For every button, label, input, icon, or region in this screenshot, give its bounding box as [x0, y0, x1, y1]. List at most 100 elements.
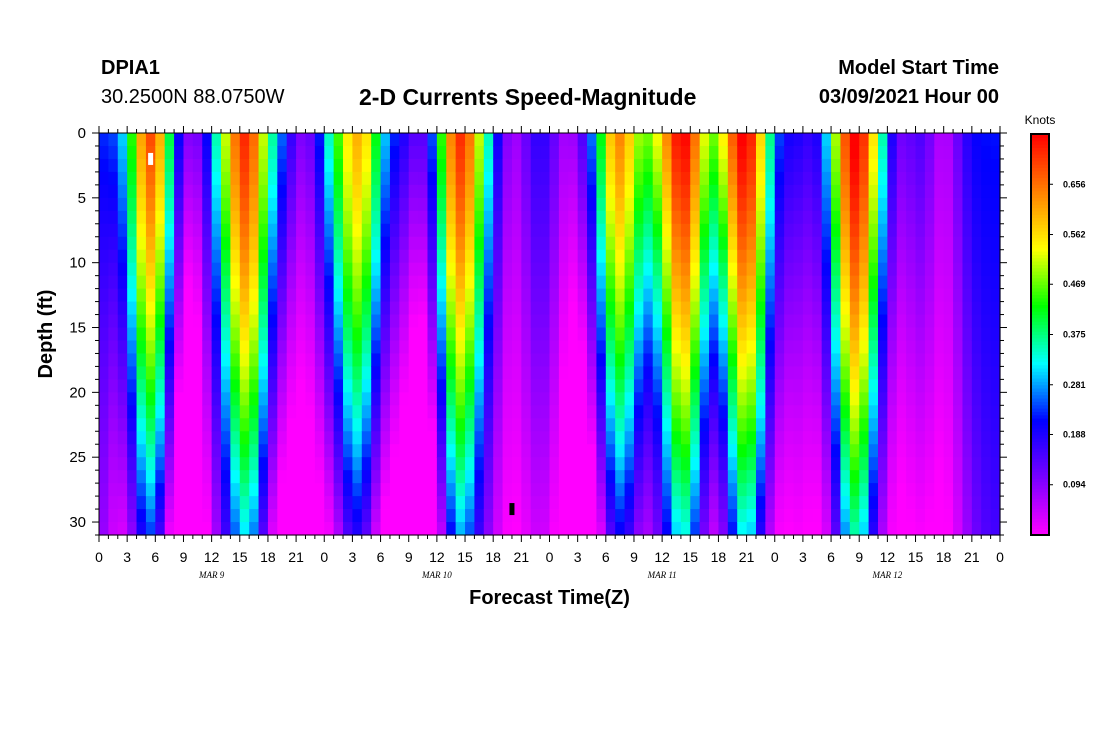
heatmap-cell — [709, 133, 720, 147]
heatmap-cell — [549, 366, 560, 380]
heatmap-cell — [802, 236, 813, 251]
heatmap-cell — [521, 158, 532, 173]
heatmap-cell — [314, 379, 325, 393]
heatmap-cell — [117, 236, 128, 251]
heatmap-cell — [596, 223, 607, 238]
heatmap-cell — [784, 223, 795, 238]
heatmap-cell — [511, 158, 522, 173]
heatmap-cell — [727, 210, 738, 225]
heatmap-cell — [474, 288, 485, 303]
heatmap-cell — [483, 275, 494, 290]
heatmap-cell — [981, 366, 992, 380]
heatmap-cell — [483, 210, 494, 225]
heatmap-cell — [474, 275, 485, 290]
heatmap-cell — [361, 405, 372, 419]
heatmap-cell — [558, 470, 569, 484]
heatmap-cell — [624, 522, 635, 536]
heatmap-cell — [136, 301, 147, 316]
heatmap-cell — [915, 457, 926, 471]
heatmap-cell — [802, 509, 813, 523]
heatmap-cell — [380, 353, 391, 368]
heatmap-cell — [784, 249, 795, 264]
heatmap-cell — [108, 171, 119, 186]
heatmap-cell — [953, 366, 964, 380]
heatmap-cell — [558, 197, 569, 212]
heatmap-cell — [418, 418, 429, 432]
heatmap-cell — [971, 327, 982, 342]
heatmap-cell — [971, 158, 982, 173]
heatmap-cell — [896, 431, 907, 445]
heatmap-cell — [690, 262, 701, 277]
heatmap-cell — [896, 184, 907, 199]
heatmap-cell — [314, 236, 325, 251]
heatmap-cell — [953, 405, 964, 419]
heatmap-cell — [821, 340, 832, 355]
heatmap-cell — [540, 158, 551, 173]
heatmap-cell — [859, 496, 870, 510]
heatmap-cell — [117, 496, 128, 510]
heatmap-cell — [727, 249, 738, 264]
heatmap-cell — [774, 184, 785, 199]
heatmap-cell — [906, 444, 917, 458]
heatmap-cell — [389, 223, 400, 238]
colorbar-segment — [1031, 140, 1049, 145]
colorbar-segment — [1031, 461, 1049, 466]
heatmap-cell — [192, 314, 203, 329]
heatmap-cell — [127, 301, 138, 316]
heatmap-cell — [145, 145, 156, 160]
heatmap-cell — [465, 288, 476, 303]
heatmap-cell — [99, 210, 109, 225]
heatmap-cell — [483, 431, 494, 445]
heatmap-cell — [221, 470, 231, 484]
heatmap-cell — [896, 509, 907, 523]
heatmap-cell — [436, 457, 447, 471]
heatmap-cell — [774, 509, 785, 523]
heatmap-cell — [511, 470, 522, 484]
heatmap-cell — [859, 509, 870, 523]
heatmap-cell — [643, 275, 654, 290]
colorbar-segment — [1031, 334, 1049, 339]
heatmap-cell — [127, 405, 138, 419]
heatmap-cell — [821, 431, 832, 445]
heatmap-cell — [174, 340, 185, 355]
heatmap-cell — [690, 197, 701, 212]
heatmap-cell — [558, 314, 569, 329]
heatmap-cell — [511, 210, 522, 225]
heatmap-cell — [258, 379, 269, 393]
colorbar-title: Knots — [1025, 113, 1056, 127]
heatmap-cell — [633, 145, 644, 160]
heatmap-cell — [549, 405, 560, 419]
heatmap-cell — [521, 223, 532, 238]
heatmap-cell — [755, 301, 766, 316]
heatmap-cell — [211, 496, 222, 510]
heatmap-cell — [455, 405, 466, 419]
heatmap-cell — [502, 457, 513, 471]
heatmap-cell — [680, 314, 691, 329]
heatmap-cell — [258, 236, 269, 251]
heatmap-cell — [887, 249, 898, 264]
heatmap-cell — [239, 262, 250, 277]
heatmap-cell — [361, 314, 372, 329]
heatmap-cell — [174, 327, 185, 342]
heatmap-cell — [155, 444, 166, 458]
heatmap-cell — [352, 275, 363, 290]
heatmap-cell — [277, 522, 288, 536]
heatmap-cell — [962, 405, 973, 419]
heatmap-cell — [408, 223, 419, 238]
heatmap-cell — [408, 184, 419, 199]
heatmap-cell — [915, 301, 926, 316]
heatmap-cell — [389, 275, 400, 290]
heatmap-cell — [483, 340, 494, 355]
heatmap-cell — [596, 236, 607, 251]
heatmap-cell — [530, 236, 541, 251]
heatmap-cell — [568, 353, 579, 368]
heatmap-cell — [108, 249, 119, 264]
heatmap-cell — [934, 509, 945, 523]
heatmap-cell — [924, 522, 935, 536]
heatmap-cell — [718, 262, 729, 277]
heatmap-cell — [831, 145, 842, 160]
heatmap-cell — [831, 275, 842, 290]
heatmap-cell — [615, 210, 626, 225]
heatmap-cell — [971, 483, 982, 497]
date-label: MAR 9 — [198, 570, 225, 580]
